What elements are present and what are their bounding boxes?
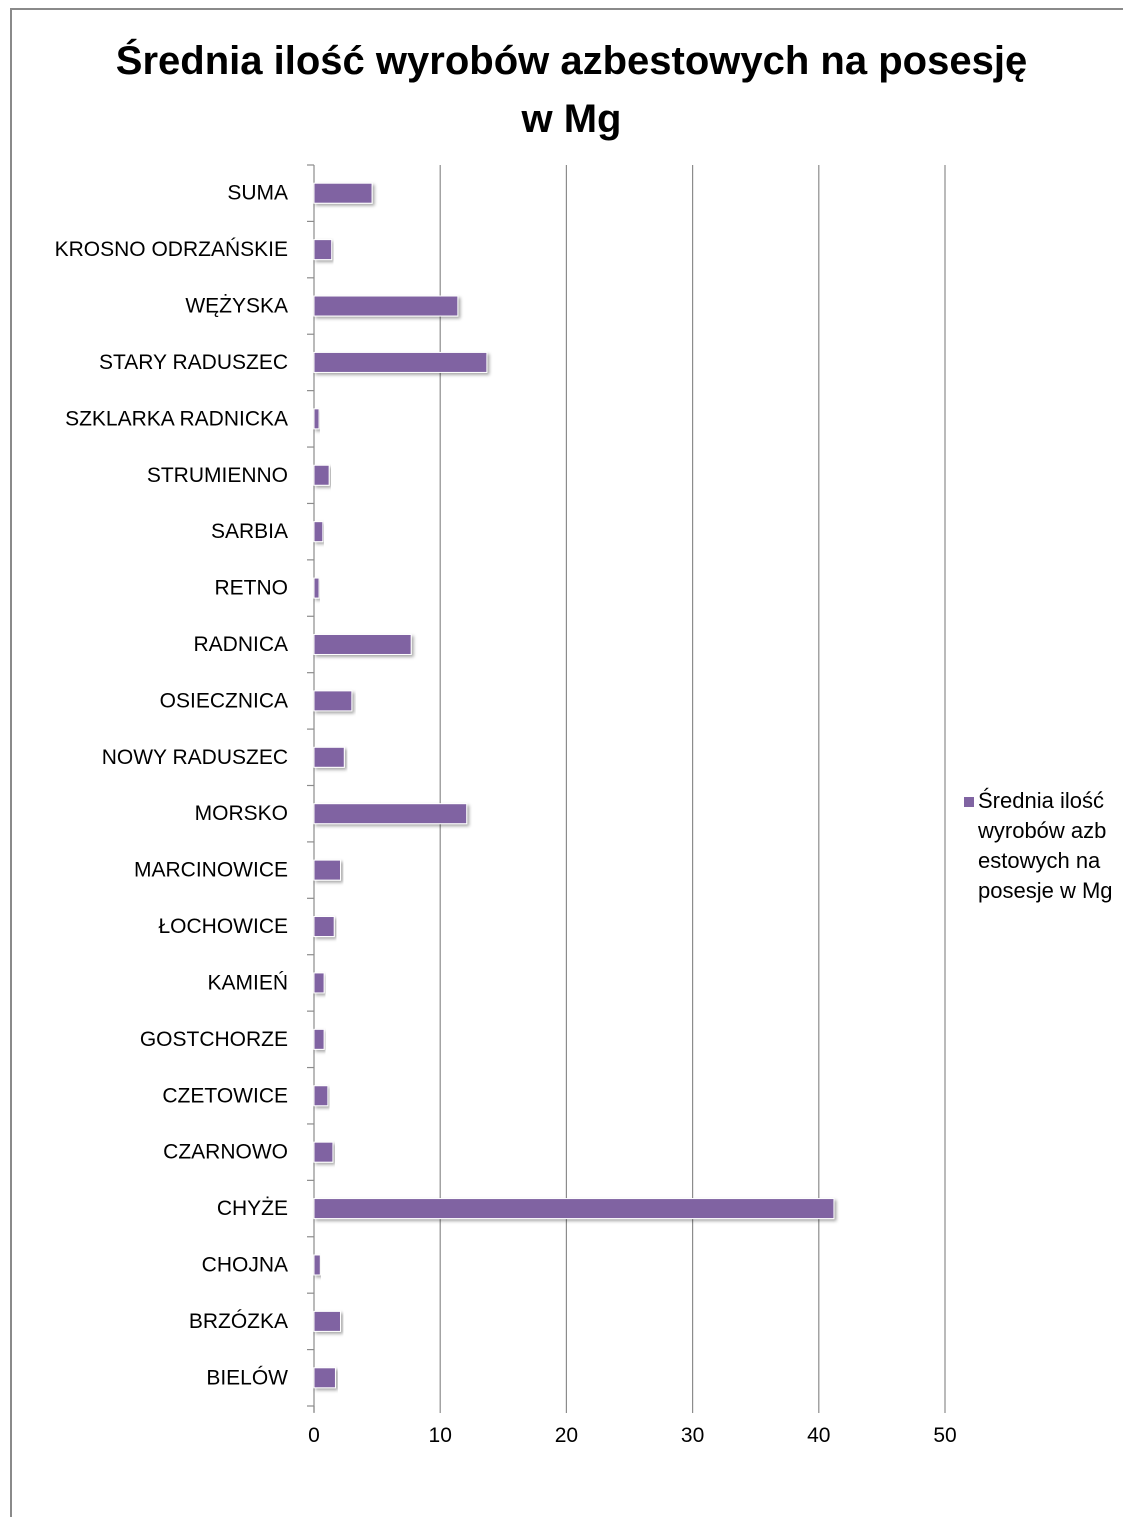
bar [313,295,459,317]
bar [313,803,468,825]
bar [313,1367,336,1389]
bars [313,182,835,1389]
bar [313,859,342,881]
bar [313,1085,329,1107]
bar [313,746,345,768]
x-tick-label: 50 [933,1424,956,1447]
bar [313,408,320,430]
category-label: BRZÓZKA [189,1310,288,1333]
chart-title: Średnia ilość wyrobów azbestowych na pos… [115,39,1028,141]
category-label: SARBIA [211,520,288,543]
x-tick-label: 40 [807,1424,830,1447]
category-label: BIELÓW [206,1366,288,1389]
bar [313,464,330,486]
category-label: CHYŻE [217,1197,288,1220]
legend-label: Średnia ilość wyrobów azbestowych na pos… [978,788,1113,903]
category-label: CZETOWICE [162,1084,288,1107]
gridlines [439,165,946,1406]
category-label: CHOJNA [202,1253,288,1276]
category-label: KAMIEŃ [207,971,288,994]
category-label: MORSKO [195,802,288,825]
category-label: NOWY RADUSZEC [102,746,288,769]
bar [313,182,373,204]
x-tick-label: 10 [429,1424,452,1447]
category-label: STRUMIENNO [147,464,288,487]
category-label: RETNO [215,577,289,600]
x-tick-label: 30 [681,1424,704,1447]
bar [313,633,412,655]
bar [313,577,320,599]
category-label: SZKLARKA RADNICKA [65,407,288,430]
bar [313,972,325,994]
category-label: MARCINOWICE [134,859,288,882]
bar [313,690,353,712]
category-label: CZARNOWO [163,1141,288,1164]
category-label: KROSNO ODRZAŃSKIE [55,238,288,261]
bar [313,521,324,543]
category-label: RADNICA [193,633,288,656]
bar [313,1254,321,1276]
bar [313,916,335,938]
category-label: ŁOCHOWICE [158,915,288,938]
category-labels: BIELÓW BRZÓZKA CHOJNA CHYŻE CZARNOWO CZETOWIC… [55,182,289,1390]
bar [313,351,488,373]
bar [313,239,333,261]
category-label: STARY RADUSZEC [99,351,288,374]
bar [313,1141,334,1163]
legend-swatch [964,797,974,807]
bar [313,1198,835,1220]
x-tick-label: 20 [555,1424,578,1447]
category-label: GOSTCHORZE [140,1028,288,1051]
x-tick-label: 0 [308,1424,320,1447]
category-label: WĘŻYSKA [185,295,288,318]
bar [313,1028,325,1050]
bar [313,1310,342,1332]
chart-frame [10,8,1123,1517]
x-tick-labels: 0 10 20 30 40 50 [308,1424,957,1447]
category-label: OSIECZNICA [160,689,288,712]
category-label: SUMA [227,182,288,205]
